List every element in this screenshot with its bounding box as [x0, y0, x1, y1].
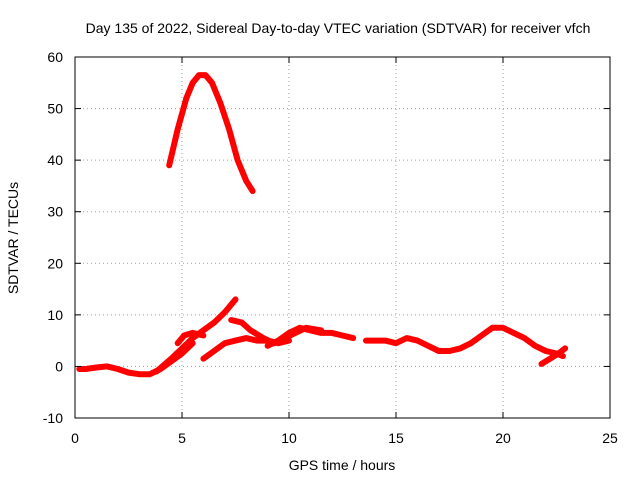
data-point [307, 327, 313, 333]
data-point [521, 335, 527, 341]
data-point [200, 333, 206, 338]
data-point [233, 338, 238, 344]
data-point [511, 330, 517, 336]
data-point [153, 369, 159, 375]
data-point [175, 340, 181, 346]
data-point [547, 356, 553, 362]
data-point [468, 340, 474, 346]
chart-title: Day 135 of 2022, Sidereal Day-to-day VTE… [86, 20, 591, 36]
data-point [203, 72, 208, 78]
y-tick-label: 40 [47, 152, 63, 168]
series-arc-high [166, 72, 256, 195]
data-point [539, 361, 544, 367]
x-tick-label: 15 [388, 430, 404, 446]
data-point [543, 348, 549, 354]
data-point [235, 157, 241, 163]
y-tick-label: 10 [47, 307, 63, 323]
data-point [175, 126, 181, 132]
data-point [414, 338, 420, 344]
data-point [76, 366, 82, 372]
data-point [254, 338, 260, 344]
data-point [168, 356, 174, 362]
data-point [562, 345, 568, 351]
x-tick-label: 20 [495, 430, 511, 446]
data-point [425, 343, 431, 349]
data-point [286, 330, 292, 336]
series-end-arc [538, 345, 569, 367]
data-point [457, 345, 463, 351]
data-point [350, 335, 356, 341]
grid [75, 57, 610, 418]
data-point [556, 351, 562, 356]
y-tick-label: 20 [47, 255, 63, 271]
data-point [83, 366, 89, 372]
y-tick-label: 50 [47, 101, 63, 117]
data-point [479, 333, 485, 338]
data-point [382, 338, 388, 344]
data-point [196, 72, 202, 78]
data-point [532, 343, 538, 349]
data-point [183, 95, 189, 101]
data-point [181, 333, 187, 338]
series-short-arc [174, 329, 207, 347]
data-point [222, 309, 228, 315]
data-point [393, 340, 399, 346]
data-point [209, 80, 215, 86]
data-point [318, 330, 324, 336]
x-tick-label: 10 [281, 430, 297, 446]
data-point [200, 327, 206, 333]
data-point [93, 365, 99, 370]
data-point [179, 345, 185, 351]
data-point [248, 327, 253, 333]
data-point [166, 162, 172, 168]
data-point [275, 338, 281, 344]
data-point [228, 317, 234, 323]
y-tick-label: 60 [47, 49, 63, 65]
data-point [200, 356, 206, 362]
data-point [436, 348, 442, 354]
data-point [126, 370, 131, 376]
data-point [190, 330, 196, 336]
data-point [329, 330, 335, 336]
data-point [136, 371, 142, 377]
x-tick-label: 5 [178, 430, 186, 446]
data-point [340, 333, 345, 338]
data-point [404, 335, 410, 341]
data-point [250, 188, 256, 194]
data-point [190, 80, 196, 86]
plot-frame [74, 56, 611, 419]
y-axis-label: SDTVAR / TECUs [5, 182, 21, 294]
data-point [260, 335, 266, 341]
data-series [76, 72, 569, 378]
x-tick-label: 0 [71, 430, 79, 446]
data-point [218, 100, 223, 106]
data-point [363, 338, 369, 344]
data-point [447, 348, 452, 354]
data-point [372, 338, 378, 344]
data-point [211, 320, 217, 326]
data-point [243, 178, 249, 184]
data-point [147, 371, 153, 377]
data-point [233, 296, 238, 302]
axis-ticks: 0 5 10 15 20 25 -10 0 10 20 30 40 50 60 [43, 49, 618, 446]
data-point [222, 340, 228, 346]
data-point [265, 343, 271, 349]
x-tick-label: 25 [602, 430, 618, 446]
data-point [239, 320, 245, 326]
data-point [211, 348, 217, 354]
data-point [115, 366, 121, 372]
data-point [190, 335, 196, 341]
data-point [297, 325, 303, 331]
x-axis-label: GPS time / hours [289, 457, 396, 473]
y-tick-label: -10 [43, 410, 63, 426]
data-point [226, 126, 232, 132]
y-tick-label: 30 [47, 204, 63, 220]
data-point [500, 325, 506, 331]
data-point [489, 325, 495, 331]
data-point [243, 335, 249, 341]
data-point [104, 363, 110, 369]
y-tick-label: 0 [55, 358, 63, 374]
